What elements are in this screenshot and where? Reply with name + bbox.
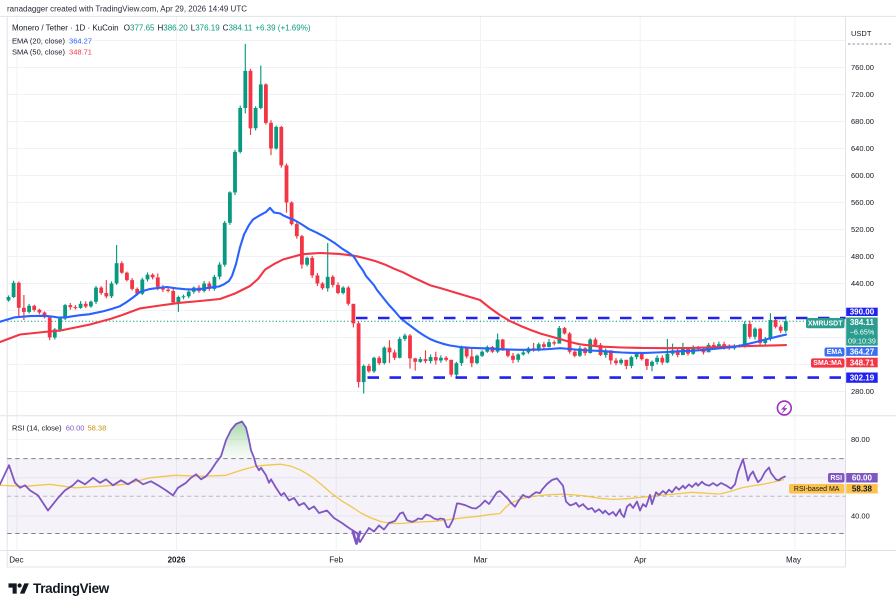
svg-text:80.00: 80.00	[851, 435, 870, 444]
svg-text:2026: 2026	[168, 556, 186, 565]
svg-text:USDT: USDT	[851, 29, 872, 38]
svg-text:−6.65%: −6.65%	[850, 327, 875, 336]
svg-text:640.00: 640.00	[851, 144, 874, 153]
svg-text:600.00: 600.00	[851, 171, 874, 180]
svg-text:EMA (20, close) 364.27: EMA (20, close) 364.27	[12, 37, 92, 46]
svg-text:May: May	[786, 556, 801, 565]
svg-text:720.00: 720.00	[851, 90, 874, 99]
svg-text:RSI-based MA: RSI-based MA	[794, 486, 840, 493]
svg-text:ranadagger created with Tradin: ranadagger created with TradingView.com,…	[7, 5, 247, 14]
svg-text:384.11: 384.11	[850, 318, 875, 327]
svg-text:560.00: 560.00	[851, 198, 874, 207]
svg-text:Apr: Apr	[634, 556, 647, 565]
svg-text:520.00: 520.00	[851, 225, 874, 234]
svg-text:440.00: 440.00	[851, 279, 874, 288]
svg-text:SMA:MA: SMA:MA	[813, 360, 842, 367]
svg-text:Monero / Tether · 1D · KuCoin: Monero / Tether · 1D · KuCoin O377.65 H38…	[12, 24, 311, 33]
svg-text:40.00: 40.00	[851, 512, 870, 521]
svg-text:364.27: 364.27	[850, 347, 875, 356]
svg-text:302.19: 302.19	[850, 373, 875, 382]
svg-text:Dec: Dec	[9, 556, 23, 565]
svg-text:60.00: 60.00	[852, 474, 873, 483]
svg-text:480.00: 480.00	[851, 252, 874, 261]
svg-text:760.00: 760.00	[851, 63, 874, 72]
svg-text:09:10:39: 09:10:39	[848, 337, 876, 346]
svg-text:680.00: 680.00	[851, 117, 874, 126]
svg-text:58.38: 58.38	[852, 485, 873, 494]
svg-text:XMRUSDT: XMRUSDT	[808, 321, 843, 328]
svg-text:SMA (50, close) 348.71: SMA (50, close) 348.71	[12, 48, 92, 57]
svg-text:348.71: 348.71	[850, 358, 875, 367]
svg-text:280.00: 280.00	[851, 387, 874, 396]
svg-text:TradingView: TradingView	[33, 581, 110, 596]
svg-text:EMA: EMA	[827, 349, 843, 356]
svg-text:Feb: Feb	[329, 556, 343, 565]
svg-text:390.00: 390.00	[850, 308, 875, 317]
svg-text:Mar: Mar	[474, 556, 488, 565]
svg-text:RSI: RSI	[830, 475, 842, 482]
